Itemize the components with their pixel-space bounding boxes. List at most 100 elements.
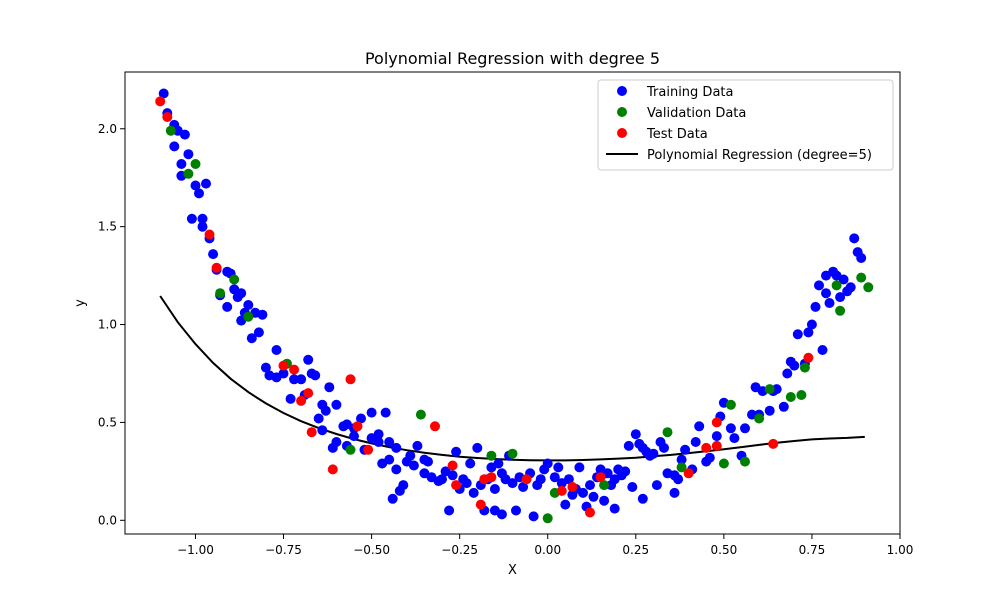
training-point [623,440,634,451]
regression-line [159,295,865,462]
training-point [408,460,419,471]
training-point [158,88,169,99]
test-point [447,460,458,471]
training-point [472,442,483,453]
training-point [856,253,867,263]
training-point [197,221,208,232]
training-point [461,478,472,489]
training-point [468,487,479,498]
training-point [849,233,860,244]
training-point [186,213,197,224]
training-point [673,474,684,485]
training-point [806,319,817,330]
training-point [711,431,722,442]
legend-marker-test [617,128,627,138]
training-point [599,495,610,506]
validation-point [764,384,775,395]
y-axis-label: y [73,299,88,307]
training-point [253,327,264,338]
validation-point [229,274,240,285]
training-point [327,442,338,453]
training-point [176,159,187,169]
training-point [817,345,828,355]
legend-marker-training [617,86,627,96]
validation-point [725,399,736,410]
training-point [405,450,416,461]
training-point [778,401,789,412]
training-point [821,270,831,281]
test-point [711,417,722,428]
training-point [620,466,631,477]
test-point [683,468,694,479]
x-tick-label: 0.50 [711,543,738,557]
training-point [320,405,331,416]
training-point [553,462,564,473]
training-point [391,442,402,453]
x-tick-label: 0.25 [622,543,649,557]
validation-point [856,272,867,283]
test-point [303,388,314,399]
training-point [489,484,500,494]
test-point [278,360,289,371]
validation-point [183,168,194,179]
training-point [324,382,335,393]
x-tick-label: −0.25 [441,543,478,557]
training-point [366,407,377,418]
training-point [542,458,553,469]
legend-label-regression: Polynomial Regression (degree=5) [647,148,872,163]
plot-area [155,88,874,524]
training-point [740,423,750,434]
training-point [676,454,687,465]
training-point [257,309,268,320]
training-point [444,505,455,516]
validation-point [215,288,226,299]
y-axis-ticks: 0.0 0.5 1.0 1.5 2.0 [98,122,125,527]
test-point [475,499,486,510]
y-tick-label: 1.0 [98,318,117,332]
x-axis-ticks: −1.00 −0.75 −0.50 −0.25 0.00 0.25 0.50 0.75 1.00 [177,534,913,557]
validation-point [190,159,201,169]
training-point [535,474,546,485]
test-point [430,421,440,432]
training-point [356,413,366,424]
training-point [821,288,831,299]
training-point [824,298,835,308]
training-point [243,300,254,310]
test-point [803,352,814,363]
x-tick-label: −1.00 [177,543,214,557]
training-point [349,431,359,442]
training-point [669,487,680,498]
validation-point [165,125,176,136]
training-point [423,456,433,467]
test-point [711,440,722,451]
validation-point [831,280,842,291]
validation-point [754,413,765,424]
training-point [451,446,462,457]
training-point [648,448,659,459]
test-point [768,438,779,449]
test-point [345,374,356,385]
test-point [289,364,300,375]
training-point [437,474,447,485]
training-point [764,405,775,416]
validation-point [507,448,518,459]
training-point [384,437,395,447]
validation-point [799,362,810,373]
training-point [194,188,204,199]
training-point [528,511,539,522]
legend-box [597,79,894,171]
training-point [387,493,398,504]
training-point [190,180,201,191]
training-point [507,478,518,489]
training-point [609,503,620,514]
x-axis-label: X [508,563,517,578]
training-point [637,493,648,504]
validation-point [796,390,807,400]
y-tick-label: 0.5 [98,415,117,429]
training-point [246,333,257,344]
validation-point [243,311,254,322]
training-point [331,399,342,410]
training-point [567,489,578,500]
test-point [327,464,338,475]
training-point [465,458,476,469]
